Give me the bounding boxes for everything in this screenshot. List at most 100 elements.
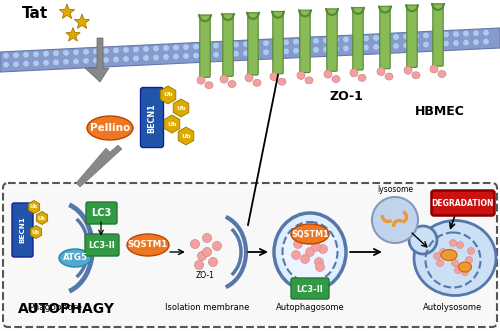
Circle shape bbox=[313, 38, 319, 44]
Circle shape bbox=[283, 48, 289, 55]
Circle shape bbox=[13, 52, 19, 59]
Circle shape bbox=[202, 233, 211, 243]
Circle shape bbox=[143, 55, 149, 61]
Ellipse shape bbox=[270, 73, 278, 81]
Circle shape bbox=[133, 46, 139, 53]
Circle shape bbox=[243, 41, 249, 47]
Circle shape bbox=[456, 242, 464, 249]
Text: Tat: Tat bbox=[22, 6, 48, 21]
Circle shape bbox=[363, 35, 369, 42]
Circle shape bbox=[223, 42, 229, 48]
Circle shape bbox=[113, 47, 119, 54]
Circle shape bbox=[103, 48, 109, 54]
Text: Ub: Ub bbox=[176, 106, 186, 111]
Circle shape bbox=[306, 248, 314, 257]
Circle shape bbox=[294, 240, 302, 249]
Ellipse shape bbox=[282, 222, 338, 282]
FancyBboxPatch shape bbox=[291, 278, 329, 299]
Ellipse shape bbox=[245, 74, 253, 82]
Circle shape bbox=[212, 242, 222, 251]
Circle shape bbox=[316, 262, 324, 271]
Circle shape bbox=[443, 31, 449, 38]
Circle shape bbox=[203, 43, 209, 49]
Circle shape bbox=[473, 39, 479, 45]
Circle shape bbox=[33, 60, 39, 67]
Circle shape bbox=[300, 255, 310, 263]
Circle shape bbox=[183, 53, 189, 59]
Ellipse shape bbox=[404, 66, 412, 74]
Circle shape bbox=[123, 47, 129, 53]
Polygon shape bbox=[30, 225, 42, 239]
Circle shape bbox=[194, 260, 203, 269]
Circle shape bbox=[323, 46, 329, 53]
Circle shape bbox=[454, 266, 462, 273]
Circle shape bbox=[193, 43, 199, 50]
Circle shape bbox=[393, 43, 399, 49]
Polygon shape bbox=[60, 4, 74, 19]
Ellipse shape bbox=[414, 220, 496, 296]
FancyBboxPatch shape bbox=[85, 234, 119, 256]
Circle shape bbox=[440, 249, 446, 256]
Text: HBMEC: HBMEC bbox=[415, 105, 465, 118]
Polygon shape bbox=[173, 99, 189, 117]
Text: Autophagosome: Autophagosome bbox=[276, 303, 344, 312]
Circle shape bbox=[163, 45, 169, 51]
Circle shape bbox=[323, 37, 329, 44]
FancyBboxPatch shape bbox=[273, 12, 283, 74]
Circle shape bbox=[333, 46, 339, 52]
Polygon shape bbox=[164, 115, 180, 133]
Circle shape bbox=[233, 50, 239, 57]
Polygon shape bbox=[74, 14, 90, 28]
Circle shape bbox=[450, 240, 456, 247]
FancyBboxPatch shape bbox=[86, 202, 117, 224]
Circle shape bbox=[23, 61, 29, 67]
Ellipse shape bbox=[291, 224, 329, 244]
Circle shape bbox=[403, 42, 409, 49]
Ellipse shape bbox=[278, 78, 286, 85]
Text: LC3-II: LC3-II bbox=[88, 241, 116, 250]
Circle shape bbox=[466, 257, 472, 263]
FancyBboxPatch shape bbox=[300, 10, 310, 72]
Text: ZO-1: ZO-1 bbox=[330, 90, 364, 103]
Circle shape bbox=[303, 38, 309, 44]
Circle shape bbox=[208, 258, 218, 266]
Circle shape bbox=[63, 50, 69, 56]
Text: Autolysosome: Autolysosome bbox=[424, 303, 482, 312]
Circle shape bbox=[409, 226, 437, 254]
Text: SQSTM1: SQSTM1 bbox=[291, 229, 329, 239]
Circle shape bbox=[434, 253, 440, 260]
Circle shape bbox=[263, 40, 269, 46]
Text: BECN1: BECN1 bbox=[20, 216, 26, 243]
Circle shape bbox=[343, 36, 349, 43]
FancyBboxPatch shape bbox=[432, 191, 494, 215]
Ellipse shape bbox=[59, 249, 91, 267]
FancyBboxPatch shape bbox=[3, 183, 497, 327]
Text: Ub: Ub bbox=[163, 92, 173, 98]
Text: Ub: Ub bbox=[30, 205, 38, 210]
Circle shape bbox=[343, 45, 349, 52]
Circle shape bbox=[173, 53, 179, 60]
Circle shape bbox=[83, 49, 89, 55]
Polygon shape bbox=[76, 145, 122, 187]
Circle shape bbox=[183, 44, 189, 50]
Circle shape bbox=[103, 57, 109, 63]
Text: SQSTM1: SQSTM1 bbox=[128, 241, 168, 250]
FancyBboxPatch shape bbox=[353, 8, 363, 70]
Ellipse shape bbox=[412, 72, 420, 79]
Circle shape bbox=[433, 41, 439, 47]
Circle shape bbox=[293, 48, 299, 54]
Polygon shape bbox=[28, 201, 40, 213]
Ellipse shape bbox=[332, 75, 340, 82]
FancyBboxPatch shape bbox=[433, 4, 443, 66]
Circle shape bbox=[233, 41, 239, 48]
Text: ZO-1: ZO-1 bbox=[196, 271, 214, 280]
Circle shape bbox=[273, 39, 279, 46]
Circle shape bbox=[463, 39, 469, 46]
FancyBboxPatch shape bbox=[248, 13, 258, 75]
Circle shape bbox=[213, 42, 219, 49]
Circle shape bbox=[43, 51, 49, 57]
Text: Ub: Ub bbox=[38, 215, 46, 220]
Circle shape bbox=[372, 197, 418, 243]
Polygon shape bbox=[0, 28, 500, 72]
Polygon shape bbox=[178, 127, 194, 145]
